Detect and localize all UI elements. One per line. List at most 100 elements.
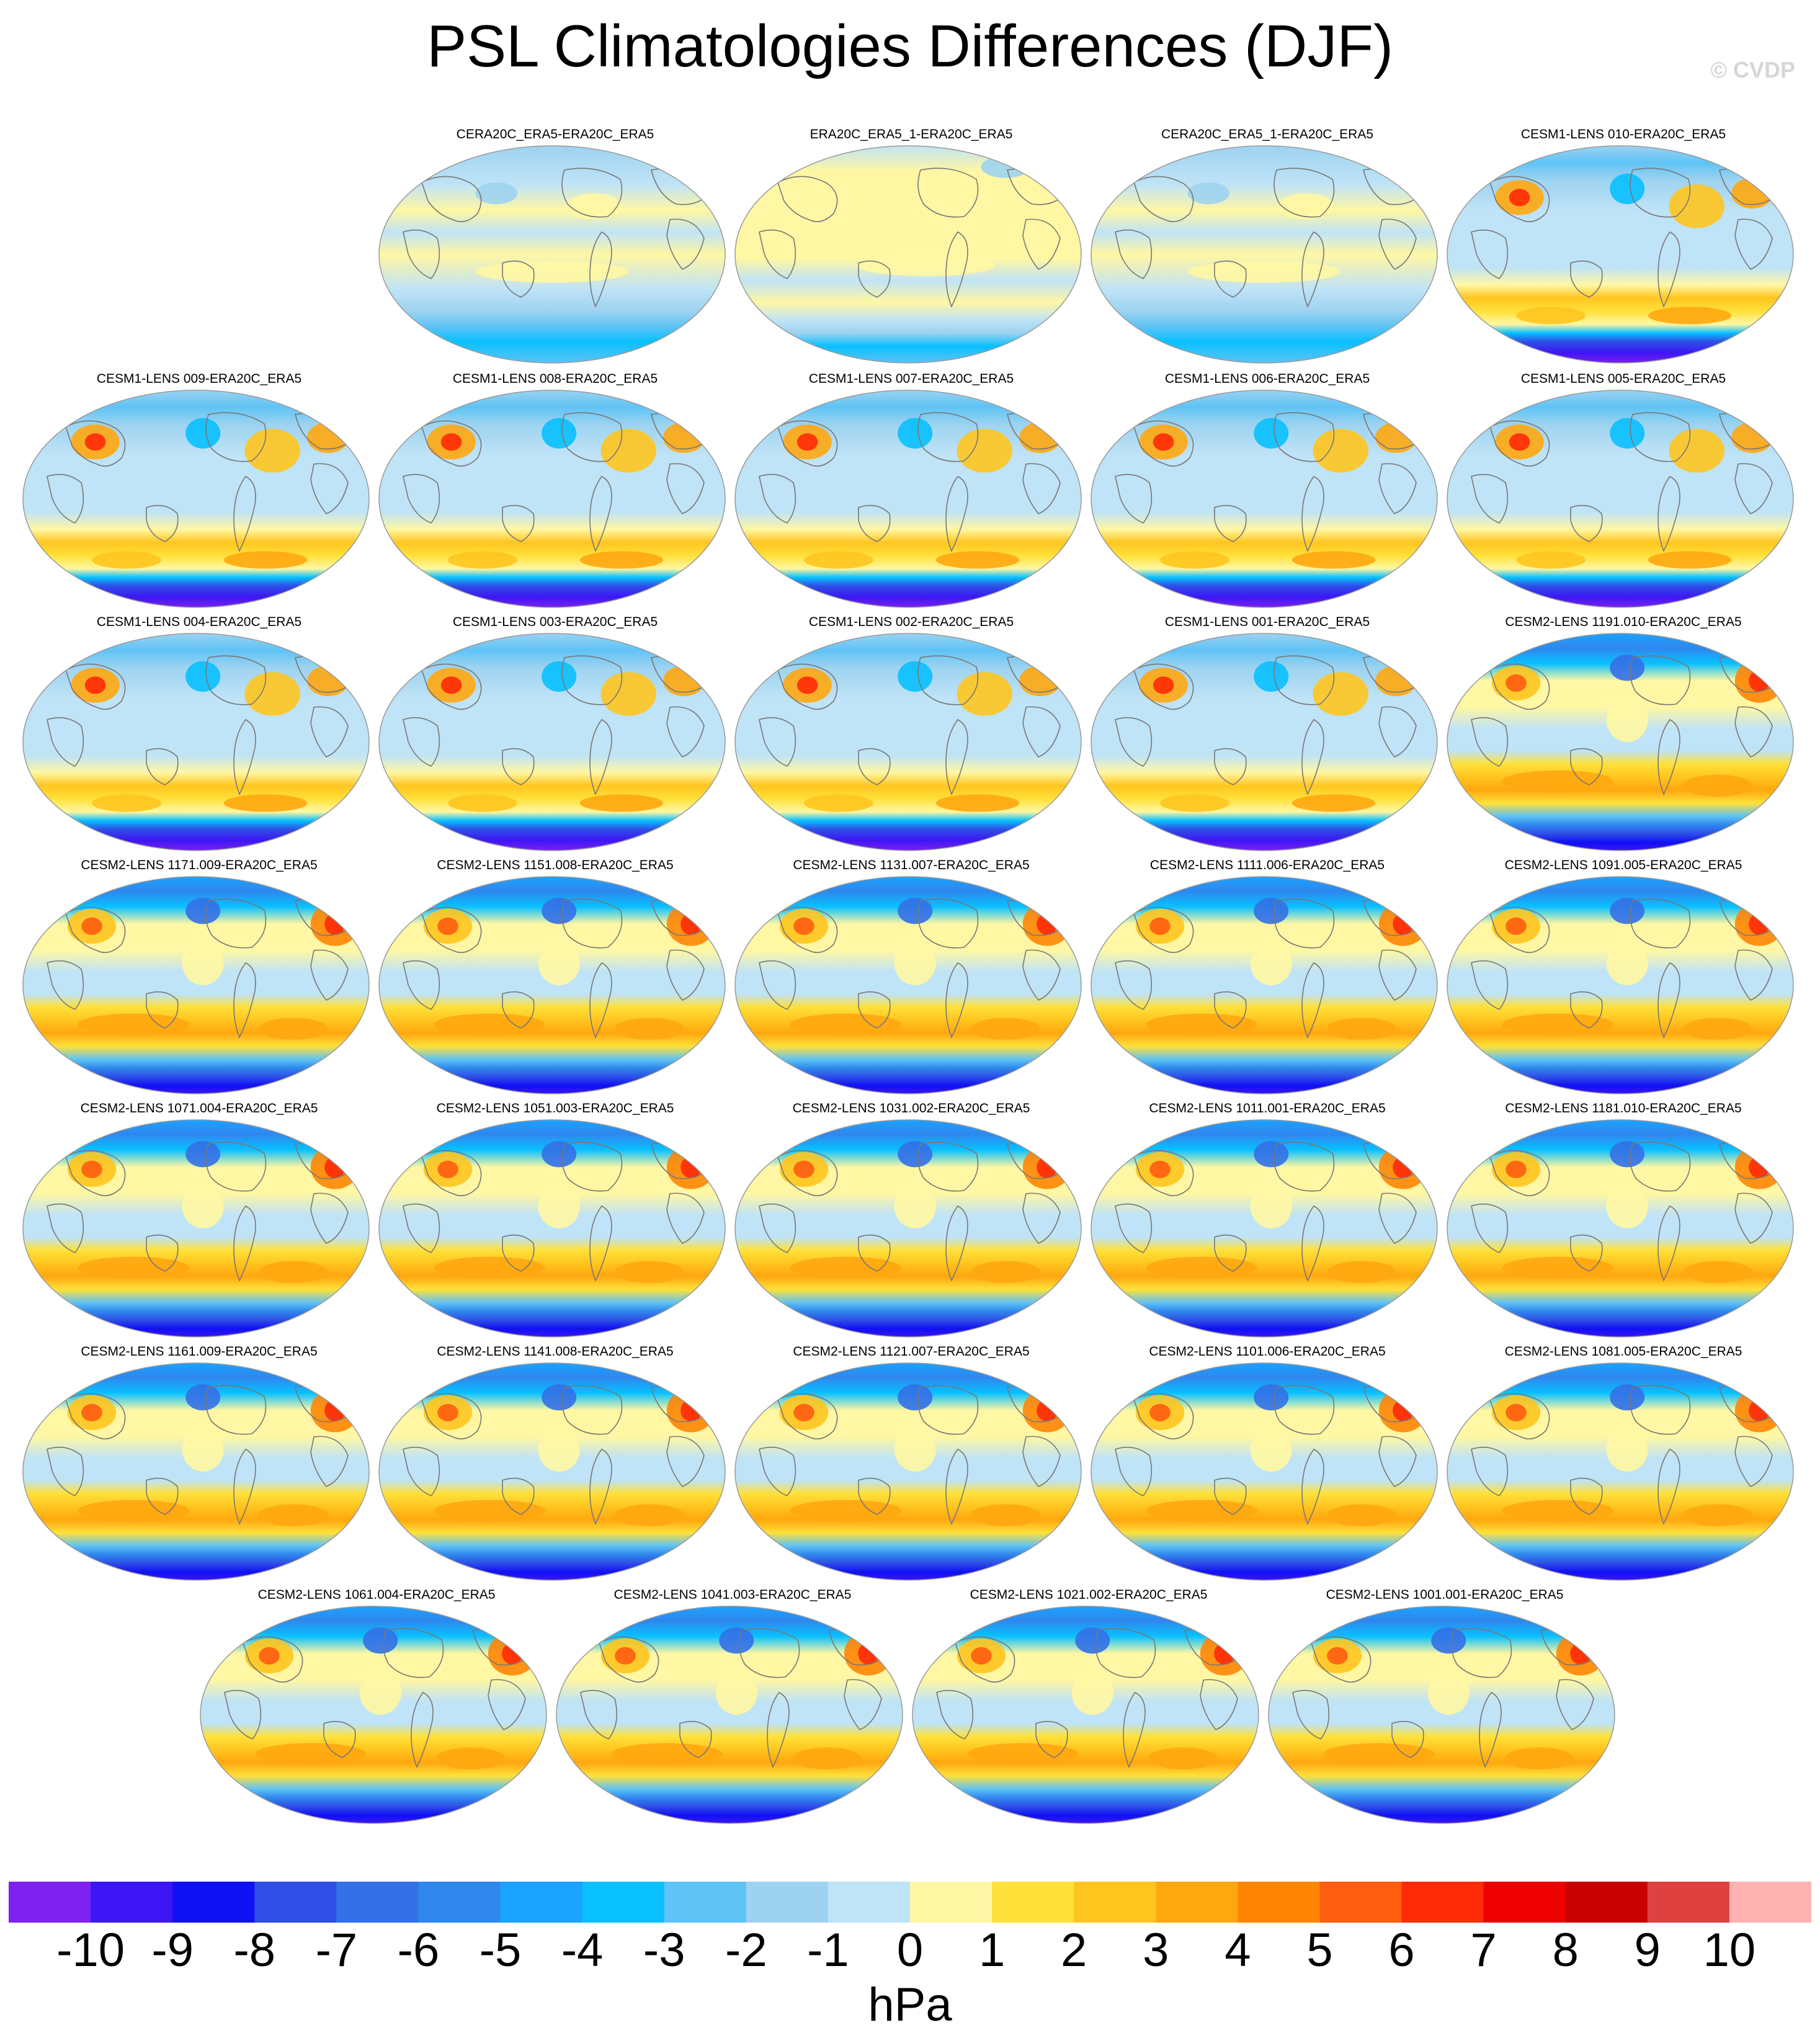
pressure-anomaly-blob — [78, 1256, 189, 1279]
global-map — [22, 876, 370, 1094]
global-map — [1091, 145, 1438, 364]
coastline — [1570, 1234, 1603, 1272]
coastline — [65, 420, 126, 467]
map-boundary — [378, 390, 726, 608]
coastline — [589, 231, 612, 308]
colorbar-tick-labels: -10 -9 -8 -7 -6 -5 -4 -3 -2 -1 0 1 2 3 4 5 6 7 8 9 10 — [0, 1923, 1820, 1979]
map-panel: CESM2-LENS 1021.002-ERA20C_ERA5 — [912, 1587, 1265, 1830]
pressure-anomaly-blob — [790, 1499, 901, 1522]
map-boundary — [734, 1119, 1082, 1338]
coastline — [403, 1203, 440, 1253]
coastline — [146, 1477, 179, 1515]
pressure-anomaly-blob — [715, 1671, 757, 1715]
pressure-anomaly-blob — [894, 1184, 936, 1228]
panel-title: CESM2-LENS 1001.001-ERA20C_ERA5 — [1326, 1588, 1564, 1602]
pressure-anomaly-blob — [435, 1747, 506, 1769]
colorbar-tick: -5 — [479, 1924, 522, 1977]
map-panel: ERA20C_ERA5_1-ERA20C_ERA5 — [734, 127, 1088, 370]
coastline — [1115, 229, 1153, 279]
coastline — [421, 906, 482, 954]
coastline — [243, 1636, 303, 1683]
coastline — [858, 991, 891, 1029]
pressure-anomaly-blob — [1749, 913, 1770, 936]
map-panel: CESM1-LENS 003-ERA20C_ERA5 — [378, 614, 732, 857]
colorbar-swatch — [336, 1882, 419, 1923]
global-map — [1447, 145, 1794, 364]
pressure-anomaly-blob — [856, 254, 995, 277]
coastline — [589, 718, 612, 795]
pressure-anomaly-blob — [1037, 1399, 1058, 1422]
coastline — [561, 1142, 623, 1192]
map-panel: CESM2-LENS 1041.003-ERA20C_ERA5 — [556, 1587, 909, 1830]
coastline — [146, 991, 179, 1029]
global-map — [1447, 876, 1794, 1094]
pressure-anomaly-blob — [1606, 941, 1648, 985]
pressure-anomaly-blob — [1313, 672, 1368, 716]
coastline — [47, 717, 84, 767]
coastline — [917, 412, 979, 462]
panel-title: CESM2-LENS 1071.004-ERA20C_ERA5 — [80, 1101, 318, 1115]
pressure-anomaly-blob — [1326, 1261, 1396, 1283]
coastline — [383, 1628, 444, 1678]
colorbar-swatch — [664, 1882, 747, 1923]
pressure-anomaly-blob — [1160, 551, 1229, 569]
coastline — [1734, 218, 1773, 270]
pressure-anomaly-blob — [1153, 433, 1174, 451]
coastline — [1115, 960, 1153, 1010]
panel-title: CESM2-LENS 1171.009-ERA20C_ERA5 — [81, 858, 318, 872]
pressure-anomaly-blob — [566, 193, 622, 220]
coastline — [1214, 1477, 1247, 1515]
colorbar-tick: -6 — [397, 1924, 440, 1977]
coastline — [1274, 168, 1335, 218]
pressure-anomaly-blob — [1506, 917, 1527, 936]
pressure-anomaly-blob — [600, 672, 656, 716]
coastline — [666, 1436, 705, 1487]
pressure-anomaly-blob — [898, 898, 933, 924]
pressure-anomaly-blob — [1610, 418, 1645, 449]
panel-title: ERA20C_ERA5_1-ERA20C_ERA5 — [810, 127, 1013, 141]
global-map — [22, 1119, 370, 1338]
map-boundary — [1447, 145, 1794, 364]
coastline — [777, 1150, 838, 1197]
panel-title: CESM1-LENS 007-ERA20C_ERA5 — [808, 372, 1014, 386]
colorbar-tick: -7 — [315, 1924, 358, 1977]
pressure-anomaly-blob — [307, 665, 349, 697]
pressure-anomaly-blob — [1749, 1156, 1770, 1179]
field-background — [735, 146, 1081, 363]
pressure-anomaly-blob — [434, 1013, 545, 1035]
coastline — [777, 663, 838, 710]
pressure-anomaly-blob — [81, 1160, 102, 1179]
pressure-anomaly-blob — [1669, 429, 1724, 473]
pressure-anomaly-blob — [434, 1256, 545, 1279]
coastline — [759, 1203, 796, 1253]
colorbar-swatch — [827, 1882, 911, 1923]
colorbar-swatch — [910, 1882, 993, 1923]
coastline — [403, 960, 440, 1010]
pressure-anomaly-blob — [182, 1428, 224, 1472]
colorbar-tick: 0 — [896, 1924, 924, 1977]
map-boundary — [200, 1606, 547, 1824]
map-boundary — [378, 1119, 726, 1338]
coastline — [403, 717, 440, 767]
pressure-anomaly-blob — [1019, 422, 1061, 454]
coastline — [1115, 1203, 1153, 1253]
map-boundary — [734, 390, 1082, 608]
pressure-anomaly-blob — [792, 1747, 862, 1769]
pressure-anomaly-blob — [1375, 665, 1417, 697]
coastline — [561, 168, 623, 218]
global-map — [378, 1362, 726, 1581]
panel-title: CESM1-LENS 008-ERA20C_ERA5 — [452, 372, 658, 386]
coastline — [1133, 663, 1194, 710]
panel-title: CESM2-LENS 1051.003-ERA20C_ERA5 — [436, 1101, 674, 1115]
pressure-anomaly-blob — [970, 1017, 1040, 1040]
pressure-anomaly-blob — [185, 1384, 221, 1411]
coastline — [666, 949, 705, 1001]
coastline — [917, 898, 979, 949]
pressure-anomaly-blob — [84, 676, 106, 694]
coastline — [1570, 991, 1603, 1029]
pressure-anomaly-blob — [1323, 1743, 1435, 1765]
colorbar-swatch — [91, 1882, 173, 1923]
global-map — [1447, 390, 1794, 608]
coastline — [1022, 1436, 1061, 1487]
map-boundary — [1091, 1362, 1438, 1581]
